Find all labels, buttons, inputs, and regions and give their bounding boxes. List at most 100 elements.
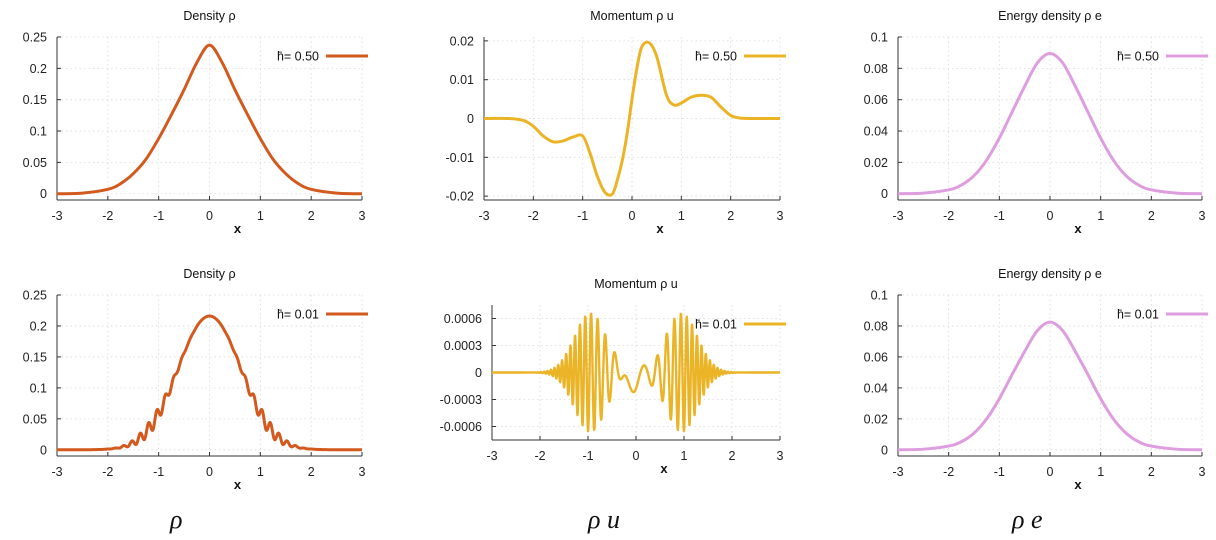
x-tick-label: 0 [633, 449, 640, 463]
x-tick-label: 3 [359, 209, 366, 223]
series-line [483, 40, 781, 197]
x-tick-label: -2 [102, 465, 113, 479]
y-tick-label: 0.1 [871, 31, 888, 45]
x-tick-label: -2 [528, 209, 539, 223]
x-tick-label: -1 [994, 209, 1005, 223]
panel-3: Energy density ρ e -3 -2 -1 0 1 2 3 0 0.02 0.04 0.0… [864, 9, 1208, 236]
panel-title: Density ρ [183, 267, 235, 281]
legend-label: h̄= 0.01 [277, 308, 319, 322]
x-tick-label: 3 [1199, 465, 1206, 479]
y-tick-label: -0.01 [446, 151, 475, 165]
y-tick-label: -0.0006 [440, 420, 482, 434]
series-line [491, 312, 781, 433]
panel-title: Energy density ρ e [998, 267, 1102, 281]
series-line [897, 320, 1203, 452]
x-tick-label: 2 [1148, 209, 1155, 223]
x-tick-label: 3 [1199, 209, 1206, 223]
y-tick-label: 0.25 [23, 289, 47, 303]
x-tick-label: 1 [1097, 209, 1104, 223]
x-tick-label: 2 [1148, 465, 1155, 479]
y-tick-label: 0 [881, 443, 888, 457]
panel-5: Momentum ρ u -3 -2 -1 0 1 2 3 -0.0006 -0.0003 0 0.0… [440, 277, 786, 476]
x-tick-label: 3 [777, 209, 784, 223]
x-tick-label: 0 [1047, 465, 1054, 479]
x-tick-label: -2 [943, 465, 954, 479]
y-tick-label: 0.25 [23, 31, 47, 45]
x-axis-label: x [656, 221, 664, 236]
x-tick-label: -2 [102, 209, 113, 223]
y-tick-label: 0 [881, 187, 888, 201]
y-tick-label: 0.04 [864, 381, 888, 395]
x-axis-label: x [1074, 477, 1082, 492]
y-tick-label: 0.02 [864, 156, 888, 170]
y-tick-label: 0.0006 [444, 312, 482, 326]
x-tick-label: 3 [359, 465, 366, 479]
x-tick-label: 2 [727, 209, 734, 223]
x-tick-label: 1 [257, 209, 264, 223]
x-tick-label: 1 [678, 209, 685, 223]
x-axis-label: x [660, 461, 668, 476]
x-tick-label: -1 [153, 209, 164, 223]
x-tick-label: -2 [534, 449, 545, 463]
y-tick-label: 0.1 [871, 289, 888, 303]
y-tick-label: 0.06 [864, 93, 888, 107]
y-tick-label: 0.08 [864, 62, 888, 76]
series-line [56, 43, 363, 196]
caption-rho-e: ρ e [1012, 505, 1043, 534]
x-tick-label: 0 [206, 209, 213, 223]
x-tick-label: -3 [892, 209, 903, 223]
x-tick-label: 1 [1097, 465, 1104, 479]
x-tick-label: -1 [582, 449, 593, 463]
y-tick-label: 0.05 [23, 412, 47, 426]
y-tick-label: 0.15 [23, 350, 47, 364]
x-tick-label: -3 [478, 209, 489, 223]
y-tick-label: 0.01 [450, 73, 474, 87]
panel-title: Momentum ρ u [590, 9, 674, 23]
y-tick-label: 0.2 [30, 62, 47, 76]
y-tick-label: 0.08 [864, 319, 888, 333]
legend-label: h̄= 0.50 [695, 50, 737, 64]
x-tick-label: -2 [943, 209, 954, 223]
x-tick-label: 3 [777, 449, 784, 463]
caption-rho-u: ρ u [588, 505, 620, 534]
panel-6: Energy density ρ e -3 -2 -1 0 1 2 3 0 0.02 0.04 0.0… [864, 267, 1208, 492]
y-tick-label: 0.06 [864, 350, 888, 364]
y-tick-label: 0.04 [864, 125, 888, 139]
panel-2: Momentum ρ u -3 -2 -1 0 1 2 3 -0.02 -0.01 0 0.01 0.0… [446, 9, 786, 236]
x-tick-label: 0 [206, 465, 213, 479]
caption-rho: ρ [170, 505, 183, 534]
panel-title: Momentum ρ u [594, 277, 678, 291]
legend-label: h̄= 0.01 [695, 318, 737, 332]
y-tick-label: 0 [475, 366, 482, 380]
x-tick-label: -1 [577, 209, 588, 223]
x-tick-label: -3 [51, 465, 62, 479]
y-tick-label: 0.15 [23, 93, 47, 107]
x-tick-label: -1 [994, 465, 1005, 479]
x-axis-label: x [234, 477, 242, 492]
y-tick-label: 0.02 [450, 34, 474, 48]
x-tick-label: 2 [308, 465, 315, 479]
x-tick-label: -3 [51, 209, 62, 223]
series-line [897, 51, 1203, 196]
x-tick-label: 1 [681, 449, 688, 463]
legend-label: h̄= 0.50 [1117, 50, 1159, 64]
x-tick-label: 0 [1047, 209, 1054, 223]
x-tick-label: 0 [629, 209, 636, 223]
panel-1: Density ρ -3 -2 -1 0 1 2 3 0 0.05 0.1 0.15 0.2 0.25 x h… [23, 9, 368, 236]
y-tick-label: 0.1 [30, 125, 47, 139]
x-tick-label: 2 [729, 449, 736, 463]
x-tick-label: -3 [486, 449, 497, 463]
x-tick-label: -3 [892, 465, 903, 479]
legend-label: h̄= 0.50 [277, 50, 319, 64]
panel-title: Density ρ [183, 9, 235, 23]
y-tick-label: 0 [40, 443, 47, 457]
y-tick-label: 0.0003 [444, 339, 482, 353]
y-tick-label: 0.1 [30, 381, 47, 395]
series-line [55, 314, 364, 452]
x-axis-label: x [1074, 221, 1082, 236]
panel-title: Energy density ρ e [998, 9, 1102, 23]
x-tick-label: 1 [257, 465, 264, 479]
y-tick-label: -0.0003 [440, 393, 482, 407]
x-axis-label: x [234, 221, 242, 236]
